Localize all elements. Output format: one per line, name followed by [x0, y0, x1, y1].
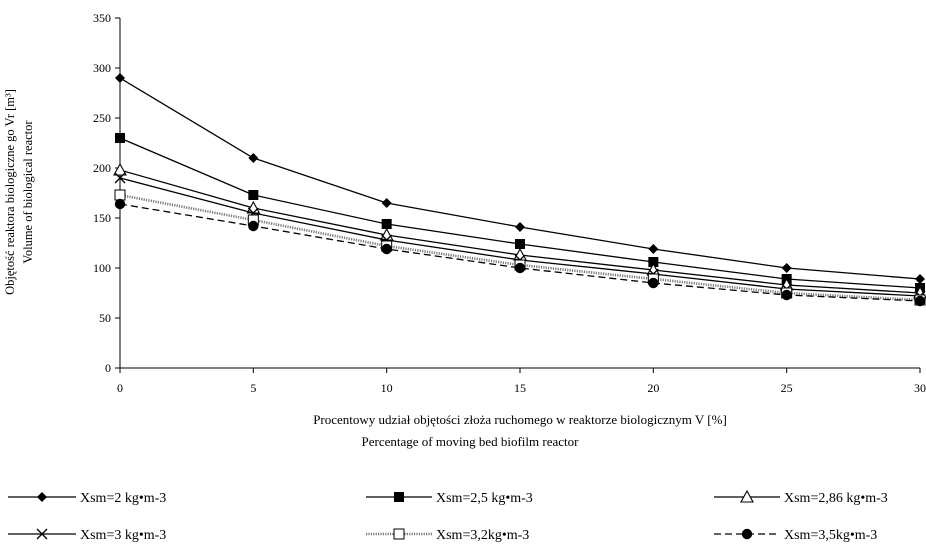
- legend-label: Xsm=2,86 kg•m-3: [784, 491, 888, 506]
- x-tick-label: 5: [250, 381, 256, 395]
- data-point: [115, 133, 125, 143]
- legend-marker: [741, 528, 753, 540]
- data-point: [781, 289, 792, 301]
- data-point: [648, 244, 659, 254]
- series-group: [113, 73, 926, 307]
- y-tick-label: 200: [93, 161, 111, 175]
- legend-label: Xsm=3,5kg•m-3: [784, 528, 877, 543]
- y-axis-label-en: Volume of biological reactor: [21, 120, 35, 264]
- legend-item: Xsm=3,5kg•m-3: [714, 528, 877, 543]
- legend-marker: [394, 492, 404, 502]
- y-tick-label: 300: [93, 61, 111, 75]
- data-point: [914, 295, 926, 307]
- data-point: [781, 263, 792, 273]
- legend-label: Xsm=3 kg•m-3: [80, 528, 166, 543]
- x-ticks: 0 5 10 15 20 25 30: [117, 368, 926, 395]
- legend-item: Xsm=2,86 kg•m-3: [714, 489, 888, 506]
- legend-marker: [36, 528, 48, 540]
- series-1: [115, 73, 925, 284]
- data-point: [648, 277, 659, 289]
- data-point: [114, 189, 126, 201]
- x-axis-label-en: Percentage of moving bed biofilm reactor: [362, 434, 580, 449]
- data-point: [381, 198, 392, 208]
- data-point: [115, 73, 125, 83]
- legend-marker: [740, 489, 754, 503]
- y-tick-label: 100: [93, 261, 111, 275]
- x-tick-label: 25: [781, 381, 793, 395]
- data-point: [381, 243, 392, 255]
- data-point: [248, 190, 259, 200]
- y-tick-label: 250: [93, 111, 111, 125]
- data-point: [114, 172, 126, 184]
- x-tick-label: 20: [647, 381, 659, 395]
- legend-item: Xsm=3,2kg•m-3: [366, 528, 529, 543]
- data-point: [915, 274, 925, 284]
- series-6: [114, 198, 926, 307]
- data-point: [381, 219, 392, 229]
- x-tick-label: 15: [514, 381, 526, 395]
- data-point: [514, 262, 526, 274]
- y-axis-label-pl: Objętość reaktora biologiczne go Vr [m³]: [3, 89, 17, 295]
- x-tick-label: 10: [381, 381, 393, 395]
- legend-item: Xsm=2,5 kg•m-3: [366, 491, 533, 506]
- x-tick-label: 30: [914, 381, 926, 395]
- legend-label: Xsm=3,2kg•m-3: [436, 528, 529, 543]
- x-axis-label-pl: Procentowy udział objętości złoża ruchom…: [313, 412, 727, 427]
- legend-item: Xsm=3 kg•m-3: [8, 528, 166, 543]
- y-tick-label: 150: [93, 211, 111, 225]
- y-tick-label: 0: [105, 361, 111, 375]
- series-4: [114, 172, 926, 302]
- data-point: [114, 198, 126, 210]
- x-tick-label: 0: [117, 381, 123, 395]
- y-tick-label: 350: [93, 11, 111, 25]
- data-point: [515, 222, 525, 232]
- y-tick-label: 50: [99, 311, 111, 325]
- data-point: [248, 220, 259, 232]
- data-point: [515, 239, 525, 249]
- data-point: [113, 162, 127, 176]
- plot-area: 0 50 100 150 200 250 300 350 0 5 10 15 20 25 30: [93, 11, 926, 395]
- legend-item: Xsm=2 kg•m-3: [8, 491, 166, 506]
- data-point: [648, 257, 659, 267]
- legend-label: Xsm=2 kg•m-3: [80, 491, 166, 506]
- legend-label: Xsm=2,5 kg•m-3: [436, 491, 533, 506]
- legend-marker: [37, 492, 47, 502]
- data-point: [248, 153, 259, 163]
- legend: Xsm=2 kg•m-3 Xsm=2,5 kg•m-3 Xsm=2,86 kg•m-…: [8, 489, 888, 543]
- series-line: [119, 177, 921, 297]
- y-ticks: 0 50 100 150 200 250 300 350: [93, 11, 120, 375]
- series-3: [113, 162, 926, 299]
- legend-marker: [393, 528, 405, 540]
